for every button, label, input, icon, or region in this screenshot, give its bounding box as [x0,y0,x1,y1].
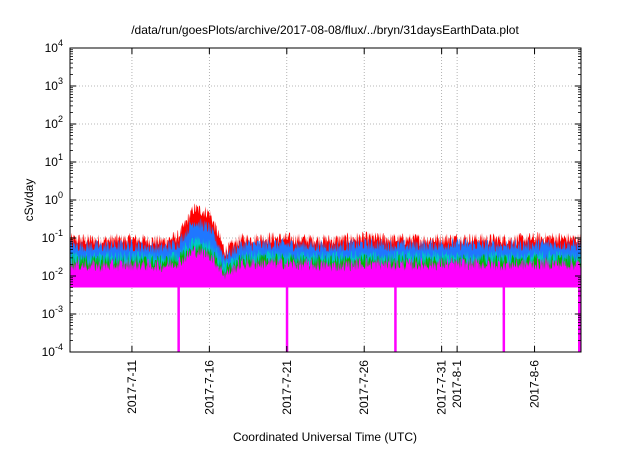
y-axis-label: cSv/day [22,179,36,222]
series-area-5 [70,246,581,288]
x-tick-label: 2017-7-26 [357,360,371,415]
dropout-spike [394,287,397,352]
chart-title: /data/run/goesPlots/archive/2017-08-08/f… [131,23,519,37]
x-tick-label: 2017-7-11 [125,360,139,414]
series-group [70,203,581,352]
x-tick-label: 2017-7-21 [280,360,294,415]
x-tick-label: 2017-8-6 [528,360,542,408]
x-tick-label: 2017-7-31 [435,360,449,415]
dropout-spike [502,287,506,352]
dropout-spike [177,287,180,352]
dropout-spike [285,287,289,352]
x-tick-label: 2017-7-16 [202,360,216,415]
x-axis: 2017-7-11 2017-7-16 2017-7-21 2017-7-26 2017… [125,48,542,415]
x-tick-label: 2017-8-1 [450,360,464,408]
x-axis-label: Coordinated Universal Time (UTC) [233,430,417,444]
